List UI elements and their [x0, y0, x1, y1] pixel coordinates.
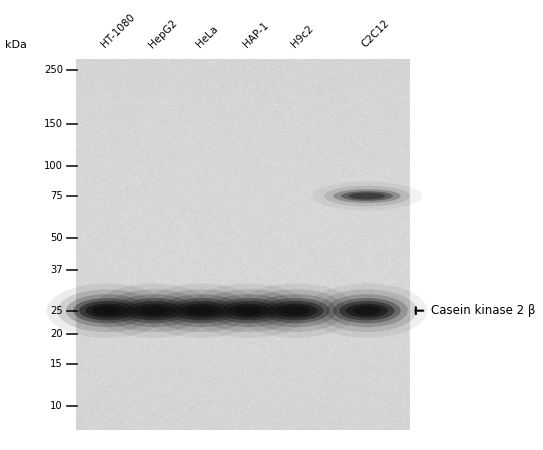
Ellipse shape	[349, 193, 386, 199]
Text: HAP-1: HAP-1	[242, 21, 271, 50]
Ellipse shape	[199, 289, 298, 332]
Ellipse shape	[275, 304, 317, 318]
Ellipse shape	[339, 301, 395, 320]
Ellipse shape	[140, 306, 168, 315]
Text: kDa: kDa	[5, 40, 27, 50]
Ellipse shape	[188, 284, 309, 338]
Text: HT-1080: HT-1080	[100, 12, 137, 50]
Text: 75: 75	[50, 191, 63, 201]
Ellipse shape	[133, 304, 175, 318]
Text: 10: 10	[50, 401, 63, 411]
Ellipse shape	[104, 289, 204, 332]
Text: 15: 15	[50, 359, 63, 369]
Ellipse shape	[208, 294, 289, 327]
Text: 250: 250	[44, 65, 63, 76]
Ellipse shape	[221, 301, 276, 320]
Text: HepG2: HepG2	[147, 18, 179, 50]
Ellipse shape	[121, 298, 188, 323]
Ellipse shape	[66, 294, 148, 327]
Ellipse shape	[174, 301, 229, 320]
Ellipse shape	[312, 182, 422, 211]
Ellipse shape	[180, 304, 223, 318]
Ellipse shape	[235, 306, 263, 315]
Ellipse shape	[353, 306, 381, 315]
Ellipse shape	[228, 304, 270, 318]
Ellipse shape	[247, 289, 346, 332]
Text: 37: 37	[50, 265, 63, 275]
Ellipse shape	[187, 306, 216, 315]
Text: Casein kinase 2 β: Casein kinase 2 β	[431, 304, 535, 317]
Ellipse shape	[324, 186, 410, 207]
Ellipse shape	[86, 304, 128, 318]
Ellipse shape	[341, 191, 393, 201]
Text: 25: 25	[50, 306, 63, 315]
Ellipse shape	[127, 301, 182, 320]
Ellipse shape	[307, 284, 427, 338]
Ellipse shape	[317, 289, 416, 332]
Ellipse shape	[161, 294, 242, 327]
Ellipse shape	[151, 289, 251, 332]
Text: 100: 100	[44, 161, 63, 171]
Ellipse shape	[141, 284, 262, 338]
Ellipse shape	[236, 284, 356, 338]
Ellipse shape	[326, 294, 408, 327]
Text: 50: 50	[50, 234, 63, 243]
Bar	[76, 58, 409, 430]
Text: 150: 150	[44, 119, 63, 129]
Ellipse shape	[333, 189, 401, 203]
Ellipse shape	[57, 289, 156, 332]
Ellipse shape	[215, 298, 282, 323]
Ellipse shape	[262, 298, 330, 323]
Ellipse shape	[73, 298, 141, 323]
Ellipse shape	[94, 284, 214, 338]
Ellipse shape	[255, 294, 337, 327]
Ellipse shape	[79, 301, 135, 320]
Ellipse shape	[113, 294, 195, 327]
Text: HeLa: HeLa	[194, 24, 220, 50]
Ellipse shape	[333, 298, 401, 323]
Text: 20: 20	[50, 329, 63, 339]
Ellipse shape	[282, 306, 310, 315]
Text: C2C12: C2C12	[360, 18, 392, 50]
Ellipse shape	[47, 284, 167, 338]
Text: H9c2: H9c2	[289, 24, 315, 50]
Ellipse shape	[93, 306, 121, 315]
Ellipse shape	[168, 298, 235, 323]
Ellipse shape	[268, 301, 324, 320]
Ellipse shape	[346, 304, 388, 318]
